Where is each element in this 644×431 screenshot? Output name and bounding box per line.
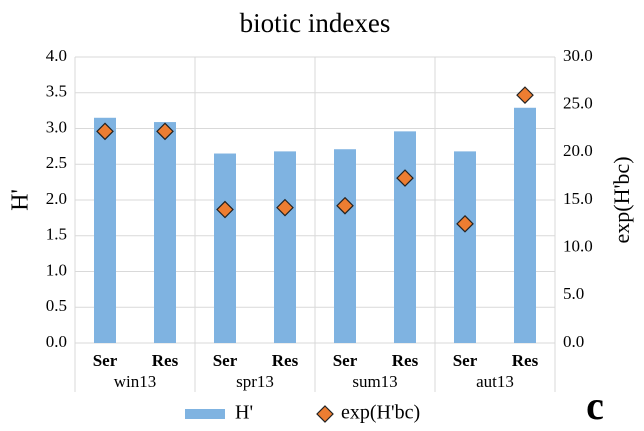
marker: [396, 169, 414, 187]
bar: [94, 117, 116, 344]
legend-swatch: [316, 405, 334, 423]
y2-axis-title: exp(H'bc): [609, 156, 634, 243]
legend-swatch: [185, 409, 225, 419]
marker: [336, 196, 354, 215]
y2-tick-label: 20.0: [563, 141, 593, 160]
y-tick-label: 4.0: [46, 46, 67, 65]
y2-tick-label: 10.0: [563, 237, 593, 256]
y-tick-label: 1.5: [46, 225, 67, 244]
legend-label: exp(H'bc): [341, 402, 420, 424]
x-tick-label: Res: [152, 351, 179, 370]
y-tick-label: 0.5: [46, 296, 67, 315]
group-label: aut13: [476, 372, 514, 391]
marker: [216, 200, 234, 219]
y-axis-title: H': [8, 189, 34, 211]
y2-tick-label: 5.0: [563, 284, 584, 303]
x-tick-label: Ser: [453, 351, 478, 370]
y-tick-label: 3.5: [46, 82, 67, 101]
bar: [154, 122, 176, 343]
marker: [156, 122, 174, 141]
marker: [96, 122, 114, 141]
bar: [514, 107, 536, 343]
x-tick-label: Res: [392, 351, 419, 370]
bar: [454, 151, 476, 343]
panel-label: c: [586, 383, 604, 428]
marker: [456, 214, 474, 233]
marker: [516, 86, 534, 104]
y2-tick-label: 15.0: [563, 189, 593, 208]
y-tick-label: 3.0: [46, 117, 67, 136]
x-tick-label: Ser: [333, 351, 358, 370]
y-tick-label: 1.0: [46, 260, 67, 279]
group-label: spr13: [236, 372, 274, 391]
bar: [274, 151, 296, 343]
chart-title: biotic indexes: [240, 8, 391, 38]
x-tick-label: Res: [512, 351, 539, 370]
marker: [276, 198, 294, 217]
x-tick-label: Ser: [93, 351, 118, 370]
y-tick-label: 2.0: [46, 189, 67, 208]
bar: [334, 149, 356, 343]
y2-tick-label: 30.0: [563, 46, 593, 65]
legend-label: H': [235, 402, 253, 424]
y-tick-label: 0.0: [46, 332, 67, 351]
group-label: sum13: [352, 372, 397, 391]
y-tick-label: 2.5: [46, 153, 67, 172]
bar: [214, 153, 236, 343]
bar: [394, 131, 416, 343]
y2-tick-label: 25.0: [563, 94, 593, 113]
group-label: win13: [114, 372, 157, 391]
y2-tick-label: 0.0: [563, 332, 584, 351]
x-tick-label: Ser: [213, 351, 238, 370]
x-tick-label: Res: [272, 351, 299, 370]
